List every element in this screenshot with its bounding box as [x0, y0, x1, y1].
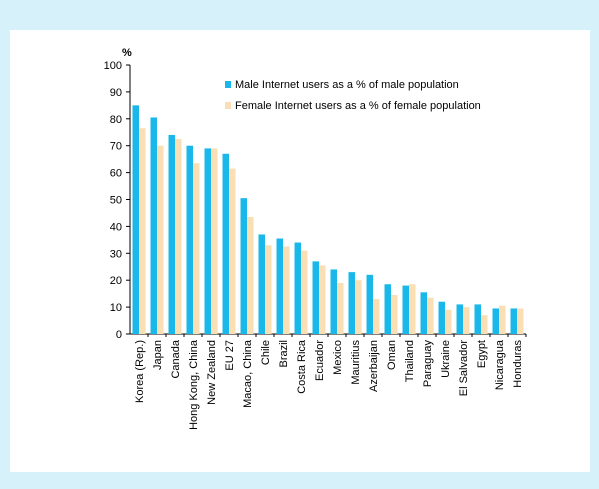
- x-tick-label: Nicaragua: [494, 339, 506, 390]
- bar-male: [294, 242, 301, 334]
- bar-female: [409, 284, 416, 334]
- bar-male: [330, 269, 337, 334]
- bar-female: [391, 294, 398, 334]
- bar-male: [348, 272, 355, 334]
- bar-male: [312, 261, 319, 334]
- bar-male: [150, 117, 157, 334]
- bar-female: [481, 315, 488, 334]
- bar-female: [517, 308, 524, 334]
- x-tick-label: Canada: [170, 339, 182, 378]
- legend-label: Male Internet users as a % of male popul…: [235, 79, 459, 91]
- y-tick-label: 60: [110, 168, 122, 180]
- chart-axes: 0 10 20 30 40 50 60 70 80 90 100: [104, 60, 527, 341]
- x-tick-label: Japan: [152, 340, 164, 370]
- x-tick-label: Egypt: [476, 340, 488, 368]
- bar-male: [492, 308, 499, 334]
- bar-male: [240, 198, 247, 334]
- bar-female: [499, 305, 506, 334]
- x-tick-label: Honduras: [512, 340, 524, 388]
- y-axis-label: %: [122, 47, 132, 59]
- y-tick-label: 50: [110, 195, 122, 207]
- y-tick-label: 80: [110, 114, 122, 126]
- bar-female: [301, 250, 308, 334]
- x-tick-label: Ecuador: [314, 340, 326, 381]
- x-tick-label: Costa Rica: [296, 339, 308, 394]
- x-tick-label: Chile: [260, 340, 272, 365]
- y-tick-label: 40: [110, 221, 122, 233]
- bar-female: [337, 282, 344, 334]
- bar-female: [319, 265, 326, 334]
- chart-frame: 0 10 20 30 40 50 60 70 80 90 100 Korea (Rep.) Japan…: [10, 30, 590, 472]
- y-tick-label: 70: [110, 141, 122, 153]
- bar-female: [139, 128, 146, 334]
- bar-female: [229, 168, 236, 334]
- bar-male: [186, 145, 193, 334]
- x-tick-label: Azerbaijan: [368, 340, 380, 392]
- bar-male: [402, 285, 409, 334]
- bar-female: [427, 297, 434, 334]
- y-tick-label: 100: [104, 60, 122, 72]
- bar-female: [247, 216, 254, 334]
- x-tick-label: Hong Kong, China: [188, 339, 200, 430]
- x-axis-labels: Korea (Rep.) Japan Canada Hong Kong, China N…: [134, 339, 524, 430]
- x-tick-label: Korea (Rep.): [134, 340, 146, 403]
- x-tick-label: Mexico: [332, 340, 344, 375]
- x-tick-label: Thailand: [404, 340, 416, 382]
- x-tick-label: Paraguay: [422, 340, 434, 388]
- x-tick-label: El Salvador: [458, 340, 470, 397]
- bar-male: [168, 134, 175, 334]
- legend-swatch: [225, 102, 231, 109]
- chart-legend: Male Internet users as a % of male popul…: [225, 79, 481, 112]
- bar-male: [384, 284, 391, 334]
- x-tick-label: Macao, China: [242, 339, 254, 408]
- bar-female: [193, 163, 200, 334]
- bar-male: [276, 238, 283, 334]
- bar-female: [283, 246, 290, 334]
- bar-female: [211, 148, 218, 334]
- x-tick-label: Oman: [386, 340, 398, 370]
- y-tick-label: 20: [110, 275, 122, 287]
- bar-male: [222, 153, 229, 334]
- bar-female: [265, 245, 272, 334]
- legend-swatch: [225, 81, 231, 88]
- bar-female: [157, 145, 164, 334]
- bar-female: [373, 299, 380, 334]
- bar-male: [456, 304, 463, 334]
- bar-male: [366, 274, 373, 334]
- bar-male: [510, 308, 517, 334]
- bar-female: [355, 280, 362, 334]
- legend-label: Female Internet users as a % of female p…: [235, 100, 481, 112]
- bar-male: [258, 234, 265, 334]
- x-tick-label: New Zealand: [206, 340, 218, 405]
- y-tick-label: 90: [110, 87, 122, 99]
- bar-female: [463, 307, 470, 334]
- y-tick-label: 10: [110, 302, 122, 314]
- bar-female: [445, 309, 452, 334]
- x-tick-label: Mauritius: [350, 340, 362, 385]
- bar-male: [204, 148, 211, 334]
- y-tick-label: 30: [110, 248, 122, 260]
- bar-male: [420, 292, 427, 334]
- bar-male: [474, 304, 481, 334]
- bar-female: [175, 138, 182, 334]
- y-tick-label: 0: [116, 329, 122, 341]
- x-tick-label: Brazil: [278, 340, 290, 368]
- bar-male: [438, 301, 445, 334]
- bar-male: [132, 105, 139, 334]
- chart-bars: [132, 105, 524, 334]
- bar-chart: 0 10 20 30 40 50 60 70 80 90 100 Korea (Rep.) Japan…: [104, 47, 527, 430]
- x-tick-label: Ukraine: [440, 340, 452, 378]
- x-tick-label: EU 27: [224, 340, 236, 371]
